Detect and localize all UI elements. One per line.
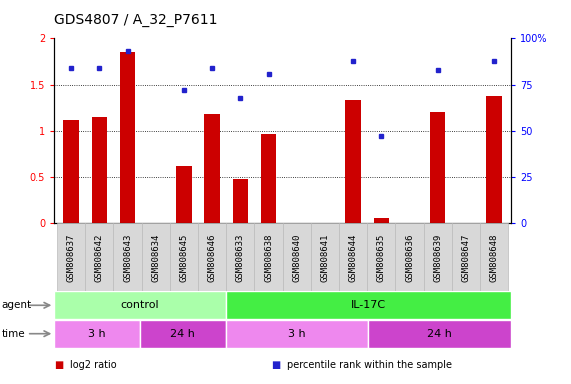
Bar <box>345 100 361 223</box>
Bar <box>91 117 107 223</box>
Bar <box>373 218 389 223</box>
Bar <box>63 120 79 223</box>
Text: GSM808641: GSM808641 <box>320 233 329 282</box>
Bar <box>226 320 368 348</box>
Text: GSM808637: GSM808637 <box>67 233 76 282</box>
Text: agent: agent <box>2 300 32 310</box>
Bar <box>176 166 192 223</box>
Bar <box>424 223 452 291</box>
Bar <box>339 223 367 291</box>
Text: GDS4807 / A_32_P7611: GDS4807 / A_32_P7611 <box>54 13 218 27</box>
Text: GSM808640: GSM808640 <box>292 233 301 282</box>
Bar <box>452 223 480 291</box>
Text: 24 h: 24 h <box>427 329 452 339</box>
Text: GSM808636: GSM808636 <box>405 233 414 282</box>
Text: GSM808633: GSM808633 <box>236 233 245 282</box>
Bar <box>311 223 339 291</box>
Bar <box>255 223 283 291</box>
Text: log2 ratio: log2 ratio <box>70 360 117 370</box>
Text: GSM808639: GSM808639 <box>433 233 442 282</box>
Bar <box>170 223 198 291</box>
Text: GSM808645: GSM808645 <box>179 233 188 282</box>
Bar <box>204 114 220 223</box>
Text: control: control <box>120 300 159 310</box>
Bar <box>283 223 311 291</box>
Bar <box>480 223 508 291</box>
Bar <box>142 223 170 291</box>
Bar <box>85 223 114 291</box>
Bar <box>120 52 135 223</box>
Text: GSM808644: GSM808644 <box>349 233 357 282</box>
Text: IL-17C: IL-17C <box>351 300 386 310</box>
Bar <box>232 179 248 223</box>
Bar <box>368 320 511 348</box>
Bar <box>54 291 226 319</box>
Bar <box>226 291 511 319</box>
Text: GSM808642: GSM808642 <box>95 233 104 282</box>
Bar <box>396 223 424 291</box>
Text: GSM808648: GSM808648 <box>489 233 498 282</box>
Text: GSM808634: GSM808634 <box>151 233 160 282</box>
Text: percentile rank within the sample: percentile rank within the sample <box>287 360 452 370</box>
Text: 3 h: 3 h <box>89 329 106 339</box>
Text: 3 h: 3 h <box>288 329 305 339</box>
Text: ■: ■ <box>54 360 63 370</box>
Bar <box>140 320 226 348</box>
Text: ■: ■ <box>271 360 280 370</box>
Bar <box>114 223 142 291</box>
Bar <box>430 113 445 223</box>
Bar <box>198 223 226 291</box>
Bar <box>226 223 255 291</box>
Text: GSM808643: GSM808643 <box>123 233 132 282</box>
Text: GSM808646: GSM808646 <box>208 233 216 282</box>
Text: 24 h: 24 h <box>170 329 195 339</box>
Bar <box>486 96 502 223</box>
Bar <box>54 320 140 348</box>
Text: GSM808638: GSM808638 <box>264 233 273 282</box>
Bar <box>57 223 85 291</box>
Text: GSM808647: GSM808647 <box>461 233 471 282</box>
Bar <box>261 134 276 223</box>
Text: GSM808635: GSM808635 <box>377 233 386 282</box>
Text: time: time <box>2 329 25 339</box>
Bar <box>367 223 396 291</box>
